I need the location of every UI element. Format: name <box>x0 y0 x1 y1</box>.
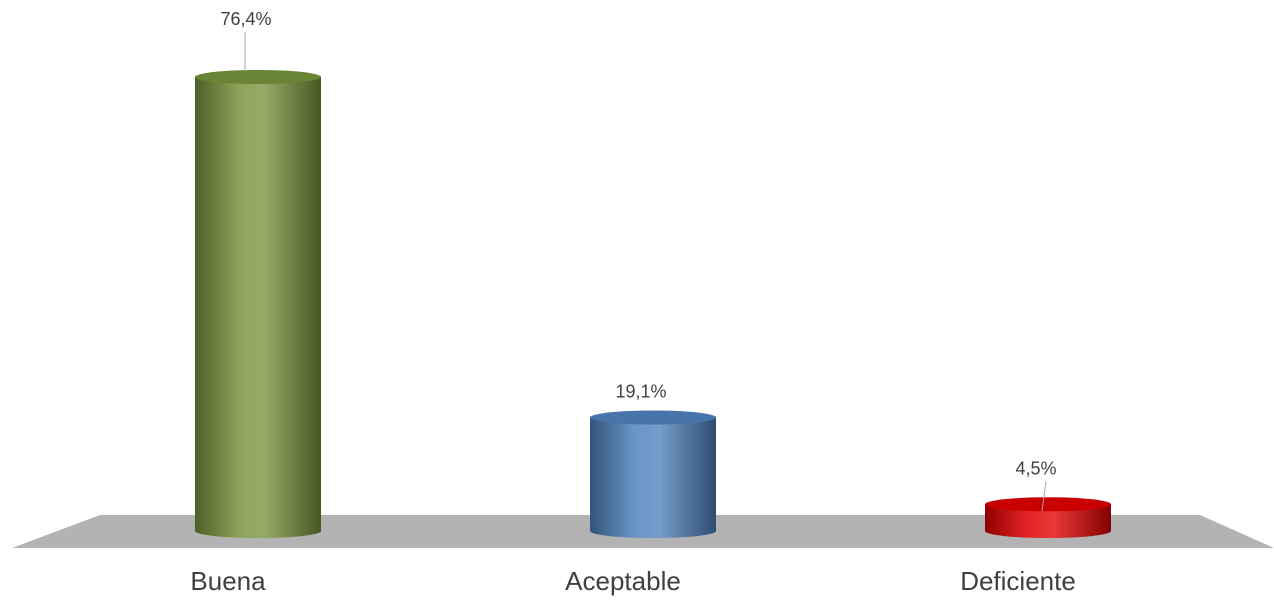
bar-buena <box>195 77 321 538</box>
bar-top-buena <box>195 70 321 84</box>
data-label: 4,5% <box>1015 458 1056 478</box>
category-label: Aceptable <box>565 566 681 596</box>
data-label: 76,4% <box>220 9 271 29</box>
data-label: 19,1% <box>615 382 666 402</box>
bar-aceptable <box>590 417 716 538</box>
data-label-leader-line <box>1041 481 1047 512</box>
category-label: Buena <box>190 566 266 596</box>
bar-top-deficiente <box>985 497 1111 512</box>
category-label: Deficiente <box>960 566 1076 596</box>
bar-deficiente <box>985 504 1111 538</box>
bar-top-aceptable <box>590 410 716 425</box>
